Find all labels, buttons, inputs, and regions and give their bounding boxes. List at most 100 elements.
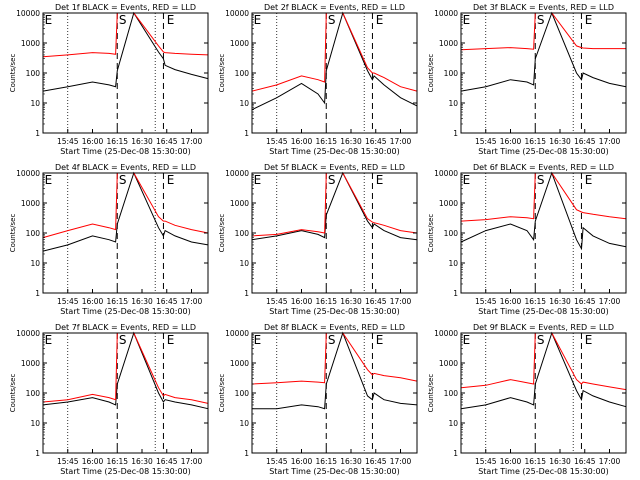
x-tick-label: 16:30	[549, 137, 571, 146]
interval-marker-s: S	[537, 173, 545, 187]
y-tick-label: 1	[35, 449, 40, 458]
x-tick-label: 16:30	[340, 297, 362, 306]
panel-title: Det 2f BLACK = Events, RED = LLD	[264, 3, 405, 12]
x-tick-label: 16:00	[82, 297, 104, 306]
y-tick-label: 100	[444, 229, 459, 238]
x-tick-label: 15:45	[57, 457, 79, 466]
y-axis-label: Counts/sec	[9, 54, 17, 93]
panel-title: Det 8f BLACK = Events, RED = LLD	[264, 323, 405, 332]
x-tick-label: 17:00	[599, 137, 621, 146]
x-tick-label: 17:00	[181, 297, 203, 306]
y-axis-label: Counts/sec	[218, 54, 226, 93]
x-tick-label: 16:30	[549, 297, 571, 306]
x-tick-label: 16:30	[340, 457, 362, 466]
x-tick-label: 15:45	[266, 457, 288, 466]
y-axis-label: Counts/sec	[9, 374, 17, 413]
y-tick-label: 10000	[434, 329, 458, 338]
x-tick-label: 16:15	[106, 137, 128, 146]
x-tick-label: 16:15	[524, 137, 546, 146]
x-tick-label: 15:45	[266, 297, 288, 306]
panel-title: Det 1f BLACK = Events, RED = LLD	[55, 3, 196, 12]
x-tick-label: 16:45	[365, 297, 387, 306]
x-tick-label: 16:30	[549, 457, 571, 466]
x-tick-label: 16:45	[574, 137, 596, 146]
y-tick-label: 10000	[16, 169, 40, 178]
interval-marker-e: E	[463, 333, 471, 347]
interval-marker-e: E	[254, 13, 262, 27]
panel-title: Det 9f BLACK = Events, RED = LLD	[473, 323, 614, 332]
interval-marker-s: S	[328, 333, 336, 347]
x-tick-label: 15:45	[475, 297, 497, 306]
x-axis-label: Start Time (25-Dec-08 15:30:00)	[60, 147, 191, 156]
interval-marker-e: E	[45, 333, 53, 347]
interval-marker-s: S	[537, 13, 545, 27]
y-tick-label: 10	[239, 419, 249, 428]
interval-marker-e: E	[463, 173, 471, 187]
x-tick-label: 16:00	[500, 297, 522, 306]
x-axis-label: Start Time (25-Dec-08 15:30:00)	[269, 307, 400, 316]
x-tick-label: 16:45	[365, 137, 387, 146]
panel-title: Det 7f BLACK = Events, RED = LLD	[55, 323, 196, 332]
y-tick-label: 1	[244, 449, 249, 458]
x-tick-label: 16:00	[291, 137, 313, 146]
x-tick-label: 16:45	[574, 297, 596, 306]
y-tick-label: 10	[30, 99, 40, 108]
y-tick-label: 10000	[225, 169, 249, 178]
x-tick-label: 17:00	[181, 137, 203, 146]
x-tick-label: 15:45	[475, 137, 497, 146]
interval-marker-s: S	[119, 333, 127, 347]
y-tick-label: 100	[235, 69, 250, 78]
y-tick-label: 1	[244, 289, 249, 298]
y-axis-label: Counts/sec	[9, 214, 17, 253]
y-tick-label: 1000	[21, 39, 40, 48]
y-tick-label: 100	[444, 389, 459, 398]
y-axis-label: Counts/sec	[218, 374, 226, 413]
x-tick-label: 16:45	[156, 137, 178, 146]
y-axis-label: Counts/sec	[427, 54, 435, 93]
interval-marker-s: S	[119, 173, 127, 187]
y-tick-label: 1	[35, 289, 40, 298]
panel-title: Det 5f BLACK = Events, RED = LLD	[264, 163, 405, 172]
interval-marker-e: E	[167, 333, 175, 347]
y-axis-label: Counts/sec	[427, 374, 435, 413]
y-tick-label: 1	[453, 449, 458, 458]
y-tick-label: 1000	[230, 199, 249, 208]
x-tick-label: 16:30	[131, 297, 153, 306]
y-tick-label: 10	[448, 419, 458, 428]
interval-marker-e: E	[585, 13, 593, 27]
y-tick-label: 10	[239, 99, 249, 108]
interval-marker-e: E	[585, 173, 593, 187]
x-axis-label: Start Time (25-Dec-08 15:30:00)	[60, 307, 191, 316]
y-tick-label: 1000	[230, 359, 249, 368]
interval-marker-e: E	[254, 173, 262, 187]
x-tick-label: 17:00	[390, 457, 412, 466]
x-tick-label: 16:30	[131, 137, 153, 146]
y-tick-label: 1000	[439, 359, 458, 368]
y-tick-label: 100	[235, 389, 250, 398]
y-tick-label: 10	[30, 259, 40, 268]
x-axis-label: Start Time (25-Dec-08 15:30:00)	[478, 307, 609, 316]
y-tick-label: 1000	[21, 359, 40, 368]
x-tick-label: 16:15	[315, 297, 337, 306]
x-tick-label: 17:00	[599, 457, 621, 466]
interval-marker-e: E	[45, 13, 53, 27]
x-axis-label: Start Time (25-Dec-08 15:30:00)	[478, 147, 609, 156]
y-tick-label: 1000	[21, 199, 40, 208]
y-tick-label: 10	[448, 259, 458, 268]
x-tick-label: 16:45	[365, 457, 387, 466]
y-tick-label: 1	[244, 129, 249, 138]
interval-marker-s: S	[537, 333, 545, 347]
x-tick-label: 15:45	[57, 137, 79, 146]
x-tick-label: 17:00	[390, 137, 412, 146]
interval-marker-e: E	[463, 13, 471, 27]
y-tick-label: 10000	[16, 329, 40, 338]
x-tick-label: 15:45	[266, 137, 288, 146]
x-tick-label: 16:00	[291, 297, 313, 306]
interval-marker-s: S	[328, 13, 336, 27]
x-axis-label: Start Time (25-Dec-08 15:30:00)	[269, 467, 400, 476]
